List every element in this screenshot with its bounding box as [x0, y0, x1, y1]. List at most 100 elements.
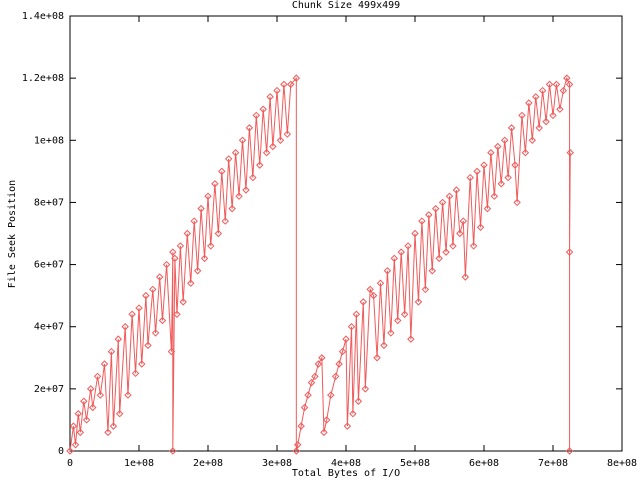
point [400, 310, 409, 318]
point [513, 198, 521, 207]
point [207, 242, 215, 250]
point [518, 111, 526, 120]
point [532, 93, 540, 101]
point [249, 173, 257, 182]
point [266, 93, 274, 101]
point [318, 354, 326, 362]
point [151, 329, 160, 337]
point [104, 428, 112, 437]
y-tick-label: 1.2e+08 [22, 73, 64, 84]
point [314, 360, 323, 368]
point [394, 316, 402, 325]
point [200, 254, 209, 263]
point [376, 279, 385, 287]
point [121, 323, 129, 331]
point [411, 229, 419, 238]
y-tick-label: 8e+07 [34, 197, 64, 208]
point [80, 397, 88, 405]
point [425, 211, 433, 219]
point [383, 267, 392, 275]
point [466, 173, 474, 182]
point [380, 341, 388, 350]
point [269, 142, 277, 151]
point [494, 142, 502, 151]
x-tick-label: 1e+08 [124, 458, 154, 469]
point [445, 192, 454, 200]
point [452, 186, 461, 194]
point [352, 310, 361, 318]
point [480, 161, 488, 169]
point [490, 192, 499, 200]
x-tick-label: 0 [67, 458, 73, 469]
point [338, 347, 347, 356]
x-tick-label: 5e+08 [400, 458, 430, 469]
data-line [69, 76, 571, 452]
point [369, 291, 378, 300]
point [144, 341, 152, 350]
point [167, 347, 176, 356]
point [173, 310, 181, 318]
point [131, 369, 140, 378]
point [158, 316, 167, 325]
point [320, 428, 328, 437]
point [327, 391, 335, 399]
point [193, 267, 202, 275]
point [525, 99, 533, 107]
point [342, 335, 350, 343]
point [552, 80, 561, 89]
point [565, 248, 574, 256]
point [566, 149, 574, 157]
point [387, 329, 395, 337]
point [149, 285, 157, 294]
point [107, 347, 116, 356]
point [442, 248, 450, 256]
point [74, 410, 82, 418]
point [335, 360, 343, 368]
point [228, 204, 236, 213]
point [292, 447, 301, 455]
point [218, 167, 226, 176]
point [179, 298, 187, 306]
point [431, 204, 440, 213]
point [438, 198, 447, 207]
point [563, 74, 571, 82]
point [292, 74, 301, 82]
point [545, 80, 554, 89]
point [169, 248, 177, 256]
point [128, 310, 136, 318]
y-tick-label: 6e+07 [34, 260, 64, 271]
point [565, 447, 574, 455]
point [487, 149, 495, 157]
point [504, 173, 512, 182]
point [238, 136, 247, 144]
point [142, 291, 150, 300]
point [359, 298, 367, 306]
point [343, 422, 352, 430]
point [211, 180, 219, 188]
point [397, 248, 405, 256]
point [171, 254, 179, 263]
point [162, 260, 171, 269]
point [461, 273, 470, 281]
point [354, 397, 363, 405]
x-tick-label: 2e+08 [193, 458, 223, 469]
point [76, 428, 85, 437]
point [331, 372, 340, 381]
point [497, 180, 505, 188]
point [262, 149, 271, 157]
point [242, 186, 250, 194]
point [245, 124, 254, 132]
point [390, 254, 399, 263]
point [82, 416, 91, 424]
point [404, 242, 412, 250]
point [138, 360, 146, 368]
point [287, 80, 295, 89]
y-tick-label: 0 [58, 446, 64, 457]
point [135, 304, 143, 312]
point [473, 167, 481, 176]
x-tick-label: 3e+08 [262, 458, 292, 469]
point [197, 204, 205, 213]
point [190, 217, 198, 225]
point [115, 410, 124, 418]
point [449, 242, 457, 250]
